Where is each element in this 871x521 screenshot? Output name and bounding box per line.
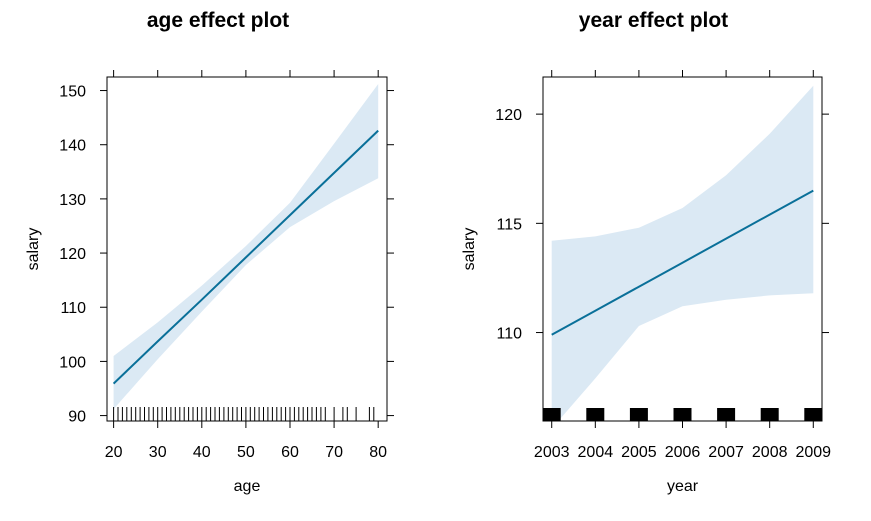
x-tick-label: 2006 [665, 444, 701, 461]
x-tick-label: 20 [105, 444, 123, 461]
rug-age [113, 407, 375, 421]
fit-line-year [551, 189, 814, 336]
rug-mark [673, 408, 692, 421]
x-tick-label: 80 [369, 444, 387, 461]
rug-mark [760, 408, 779, 421]
chart-title: age effect plot [147, 9, 289, 32]
y-tick-label: 130 [59, 192, 86, 209]
y-tick-label: 90 [68, 409, 86, 426]
x-tick-label: 2008 [752, 444, 788, 461]
y-tick-label: 120 [495, 107, 522, 124]
plot-area-year [543, 85, 822, 421]
rug-mark [586, 408, 605, 421]
x-tick-label: 2003 [534, 444, 570, 461]
y-axis-label: salary [25, 228, 42, 271]
rug-mark [629, 408, 648, 421]
plot-area-age [112, 84, 379, 421]
y-tick-label: 140 [59, 138, 86, 155]
x-tick-label: 2007 [708, 444, 744, 461]
x-tick-label: 40 [193, 444, 211, 461]
rug-mark [804, 408, 822, 421]
x-tick-label: 60 [281, 444, 299, 461]
x-axis-label: age [234, 478, 261, 495]
x-tick-label: 2009 [795, 444, 831, 461]
x-tick-label: 30 [149, 444, 167, 461]
rug-mark [543, 408, 561, 421]
x-tick-label: 50 [237, 444, 255, 461]
y-tick-label: 120 [59, 246, 86, 263]
rug-mark [717, 408, 736, 421]
x-tick-label: 2005 [621, 444, 657, 461]
y-tick-label: 110 [496, 326, 522, 343]
confidence-band-age [113, 84, 379, 410]
x-tick-label: 70 [325, 444, 343, 461]
y-tick-label: 115 [496, 216, 522, 233]
panel-frame-age [106, 76, 388, 422]
y-axis-label: salary [461, 228, 478, 271]
confidence-band-year [551, 85, 814, 421]
chart-title: year effect plot [579, 9, 728, 32]
fit-line-age [112, 129, 379, 385]
y-tick-label: 110 [60, 300, 86, 317]
x-tick-label: 2004 [578, 444, 614, 461]
panel-year: 2003 2004 2005 2006 2007 2008 2009 110 115 120 yea… [461, 9, 831, 495]
rug-year [543, 408, 822, 421]
y-tick-label: 100 [59, 354, 86, 371]
panel-age: 20 30 40 50 60 70 80 90 100 110 120 130 140 150 age ef… [25, 9, 394, 495]
x-axis-label: year [667, 478, 699, 495]
y-tick-label: 150 [59, 84, 86, 101]
